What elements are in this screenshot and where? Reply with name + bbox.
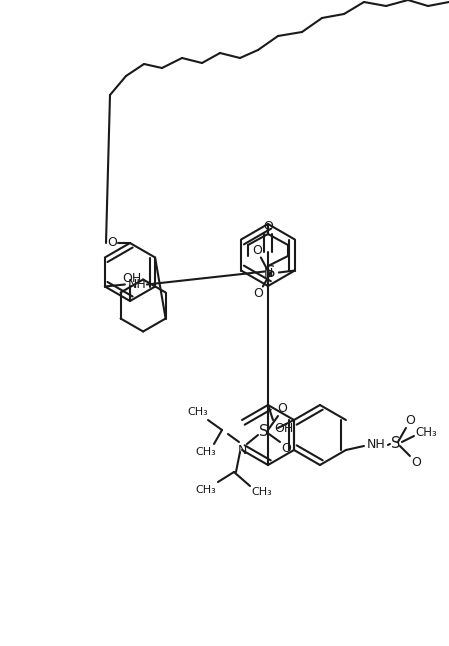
Text: CH₃: CH₃ xyxy=(196,485,216,495)
Text: N: N xyxy=(263,267,273,280)
Text: O: O xyxy=(252,244,262,257)
Text: CH₃: CH₃ xyxy=(415,426,437,439)
Text: O: O xyxy=(277,402,287,415)
Text: OH: OH xyxy=(123,271,141,284)
Text: S: S xyxy=(266,265,276,280)
Text: N: N xyxy=(237,444,247,457)
Text: NH: NH xyxy=(366,439,385,452)
Text: O: O xyxy=(281,441,291,455)
Text: O: O xyxy=(107,236,117,249)
Text: NH: NH xyxy=(128,278,146,291)
Text: OH: OH xyxy=(274,421,294,435)
Text: O: O xyxy=(263,220,273,233)
Text: CH₃: CH₃ xyxy=(188,407,208,417)
Text: O: O xyxy=(405,415,415,428)
Text: O: O xyxy=(253,287,263,300)
Text: O: O xyxy=(411,457,421,470)
Text: CH₃: CH₃ xyxy=(196,447,216,457)
Text: S: S xyxy=(259,424,269,439)
Text: CH₃: CH₃ xyxy=(251,487,273,497)
Text: S: S xyxy=(391,437,401,452)
